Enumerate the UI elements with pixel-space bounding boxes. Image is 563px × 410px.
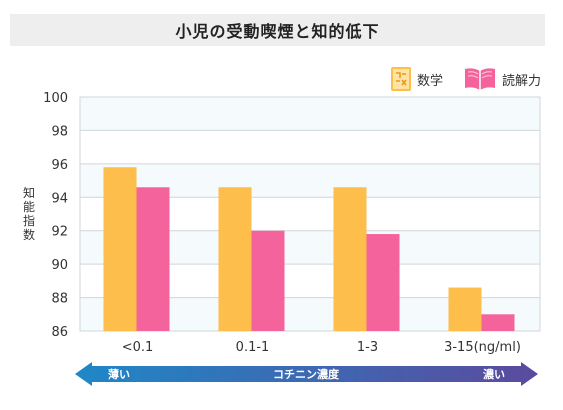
grid-band (80, 130, 540, 164)
bar-reading (366, 234, 400, 331)
bar-reading (481, 314, 515, 331)
bar-math (333, 187, 367, 331)
bar-math (448, 287, 482, 331)
y-tick-label: 96 (51, 158, 68, 173)
legend-item-reading: 読解力 (463, 66, 541, 92)
y-tick-label: 90 (51, 258, 68, 273)
y-tick-label: 92 (51, 225, 68, 240)
y-tick-label: 100 (43, 91, 68, 106)
bar-reading (251, 230, 285, 331)
arrow-left-label: 薄い (108, 367, 130, 381)
legend: 数学 読解力 (390, 66, 541, 92)
legend-item-math: 数学 (390, 66, 443, 92)
x-tick-label: <0.1 (122, 340, 154, 355)
math-icon (390, 67, 411, 91)
x-tick-labels: <0.1 0.1-1 1-3 3-15(ng/ml) (122, 340, 521, 355)
y-tick-label: 86 (51, 325, 68, 340)
x-tick-label: 0.1-1 (236, 340, 270, 355)
legend-label-math: 数学 (416, 73, 443, 89)
plot-frame (79, 96, 541, 332)
y-tick-label: 98 (51, 124, 68, 139)
y-tick-label: 88 (51, 292, 68, 307)
bars (103, 167, 515, 331)
arrow-right-label: 濃い (483, 367, 505, 381)
arrow-center-label: コチニン濃度 (273, 367, 340, 381)
x-tick-label: 1-3 (357, 340, 378, 355)
book-icon (464, 68, 495, 90)
bar-math (218, 187, 252, 331)
y-tick-label: 94 (51, 191, 68, 206)
concentration-arrow (75, 362, 538, 386)
bar-math (103, 167, 137, 331)
chart-title-bar: 小児の受動喫煙と知的低下 (10, 14, 545, 46)
legend-label-reading: 読解力 (501, 73, 541, 89)
bar-reading (136, 187, 170, 331)
y-axis-label: 知能指数 (22, 186, 35, 242)
chart-title: 小児の受動喫煙と知的低下 (175, 22, 380, 41)
x-tick-label: 3-15(ng/ml) (444, 340, 521, 355)
grid-band (80, 97, 540, 131)
y-tick-labels: 86 88 90 92 94 96 98 100 (43, 91, 68, 340)
